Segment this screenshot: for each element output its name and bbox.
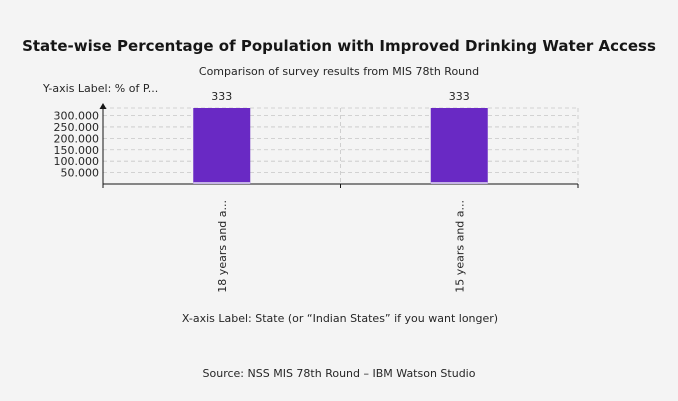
y-tick-label: 100.000	[54, 155, 100, 168]
bar	[193, 108, 251, 184]
axes	[99, 103, 579, 188]
y-axis-label: Y-axis Label: % of P...	[42, 82, 158, 95]
bars	[193, 108, 488, 184]
y-axis-arrow	[99, 103, 107, 109]
data-labels: 333 333	[211, 90, 470, 103]
bar-base	[193, 182, 251, 184]
source-note: Source: NSS MIS 78th Round – IBM Watson …	[202, 367, 476, 380]
y-tick-label: 150.000	[54, 144, 100, 157]
y-tick-label: 300.000	[54, 110, 100, 123]
y-tick-labels: 50.000100.000150.000200.000250.000300.00…	[54, 110, 100, 180]
chart-subtitle: Comparison of survey results from MIS 78…	[198, 65, 480, 78]
y-tick-label: 200.000	[54, 132, 100, 145]
chart-title: State-wise Percentage of Population with…	[22, 37, 656, 55]
grid-lines	[103, 107, 579, 184]
bar	[430, 108, 488, 184]
data-label: 333	[211, 90, 232, 103]
x-axis-label: X-axis Label: State (or “Indian States” …	[182, 312, 498, 325]
y-tick-label: 250.000	[54, 121, 100, 134]
y-tick-label: 50.000	[61, 167, 100, 180]
category-label: 15 years and a...	[453, 200, 466, 293]
data-label: 333	[449, 90, 470, 103]
bar-base	[430, 182, 488, 184]
category-labels: 18 years and a... 15 years and a...	[216, 200, 467, 293]
category-label: 18 years and a...	[216, 200, 229, 293]
